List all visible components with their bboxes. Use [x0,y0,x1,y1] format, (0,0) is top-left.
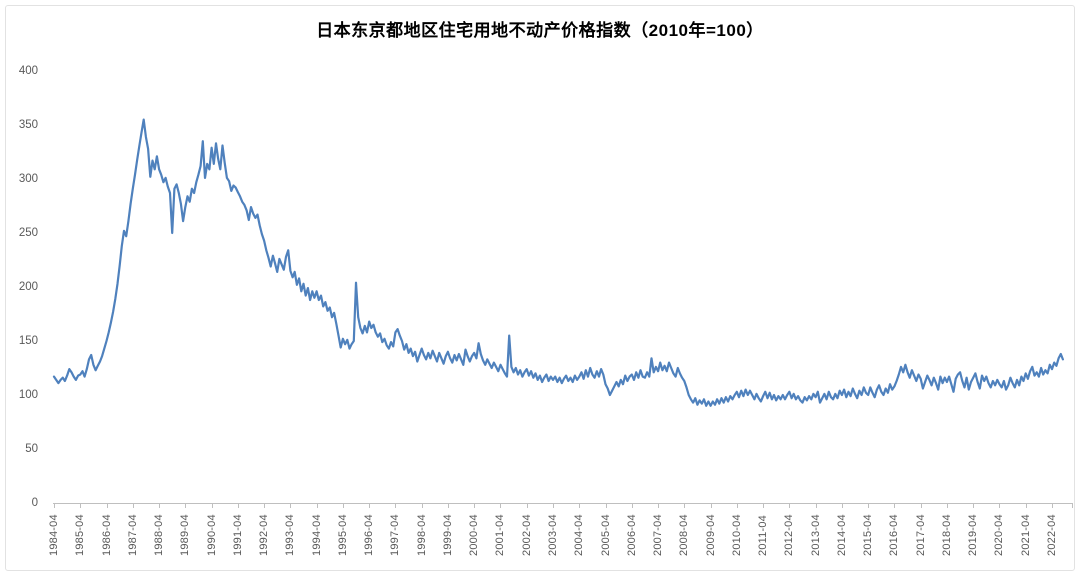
x-axis-line [53,503,1073,508]
x-axis-tick-label: 1999-04 [441,514,454,556]
x-axis-tick-label: 2002-04 [520,514,533,556]
x-axis-tick-label: 1998-04 [415,514,428,556]
y-axis-tick-label: 150 [18,334,38,347]
x-axis-tick-label: 1995-04 [336,514,349,556]
y-axis-tick-label: 350 [18,118,38,131]
y-axis-tick-label: 200 [18,280,38,293]
x-axis-tick-label: 2006-04 [625,514,638,556]
x-axis-tick-label: 2000-04 [468,514,481,556]
x-axis-tick-label: 2009-04 [704,514,717,556]
x-axis-tick-label: 2010-04 [730,514,743,556]
y-axis-tick-label: 400 [18,64,38,77]
y-axis-tick-label: 300 [18,172,38,185]
y-axis-tick-label: 50 [25,442,38,455]
x-axis-tick-label: 1991-04 [231,514,244,556]
x-axis-tick-label: 2008-04 [678,514,691,556]
y-axis-tick-label: 100 [18,388,38,401]
x-axis-tick-label: 1987-04 [126,514,139,556]
chart-frame [5,5,1075,571]
x-axis-tick-label: 2015-04 [862,514,875,556]
x-axis-tick-label: 1993-04 [284,514,297,556]
x-axis-tick-label: 2014-04 [835,514,848,556]
chart-title: 日本东京都地区住宅用地不动产价格指数（2010年=100） [316,21,764,40]
x-axis-tick-label: 2012-04 [783,514,796,556]
x-axis-tick-label: 2004-04 [573,514,586,556]
x-axis-tick-label: 2019-04 [967,514,980,556]
x-axis-tick-label: 1996-04 [363,514,376,556]
price-index-line [52,118,1065,407]
x-axis-tick-label: 2013-04 [809,514,822,556]
x-axis-tick-label: 2016-04 [888,514,901,556]
x-axis-tick-label: 2005-04 [599,514,612,556]
x-axis-tick-label: 2022-04 [1046,514,1058,556]
x-axis-tick-label: 1994-04 [310,514,323,556]
x-axis-tick-label: 1990-04 [205,514,218,556]
x-axis-tick-label: 2017-04 [914,514,927,556]
x-axis-tick-label: 2020-04 [993,514,1006,556]
x-axis-tick-label: 1984-04 [48,514,60,556]
x-axis-tick-label: 1989-04 [179,514,192,556]
x-axis-tick-label: 1985-04 [74,514,87,556]
x-axis-tick-label: 1988-04 [153,514,166,556]
x-axis-tick-label: 2018-04 [940,514,953,556]
x-axis-tick-label: 2007-04 [652,514,665,556]
x-axis-tick-label: 2001-04 [494,514,507,556]
y-axis-tick-label: 250 [18,226,38,239]
x-axis-tick-label: 2011-04 [757,515,770,556]
x-axis-tick-label: 1992-04 [258,514,271,556]
y-axis-tick-label: 0 [31,496,38,509]
x-axis-tick-label: 2021-04 [1019,514,1032,556]
x-axis-tick-label: 1997-04 [389,514,402,556]
x-axis-tick-label: 2003-04 [547,514,559,556]
x-axis-tick-label: 1986-04 [100,514,113,556]
